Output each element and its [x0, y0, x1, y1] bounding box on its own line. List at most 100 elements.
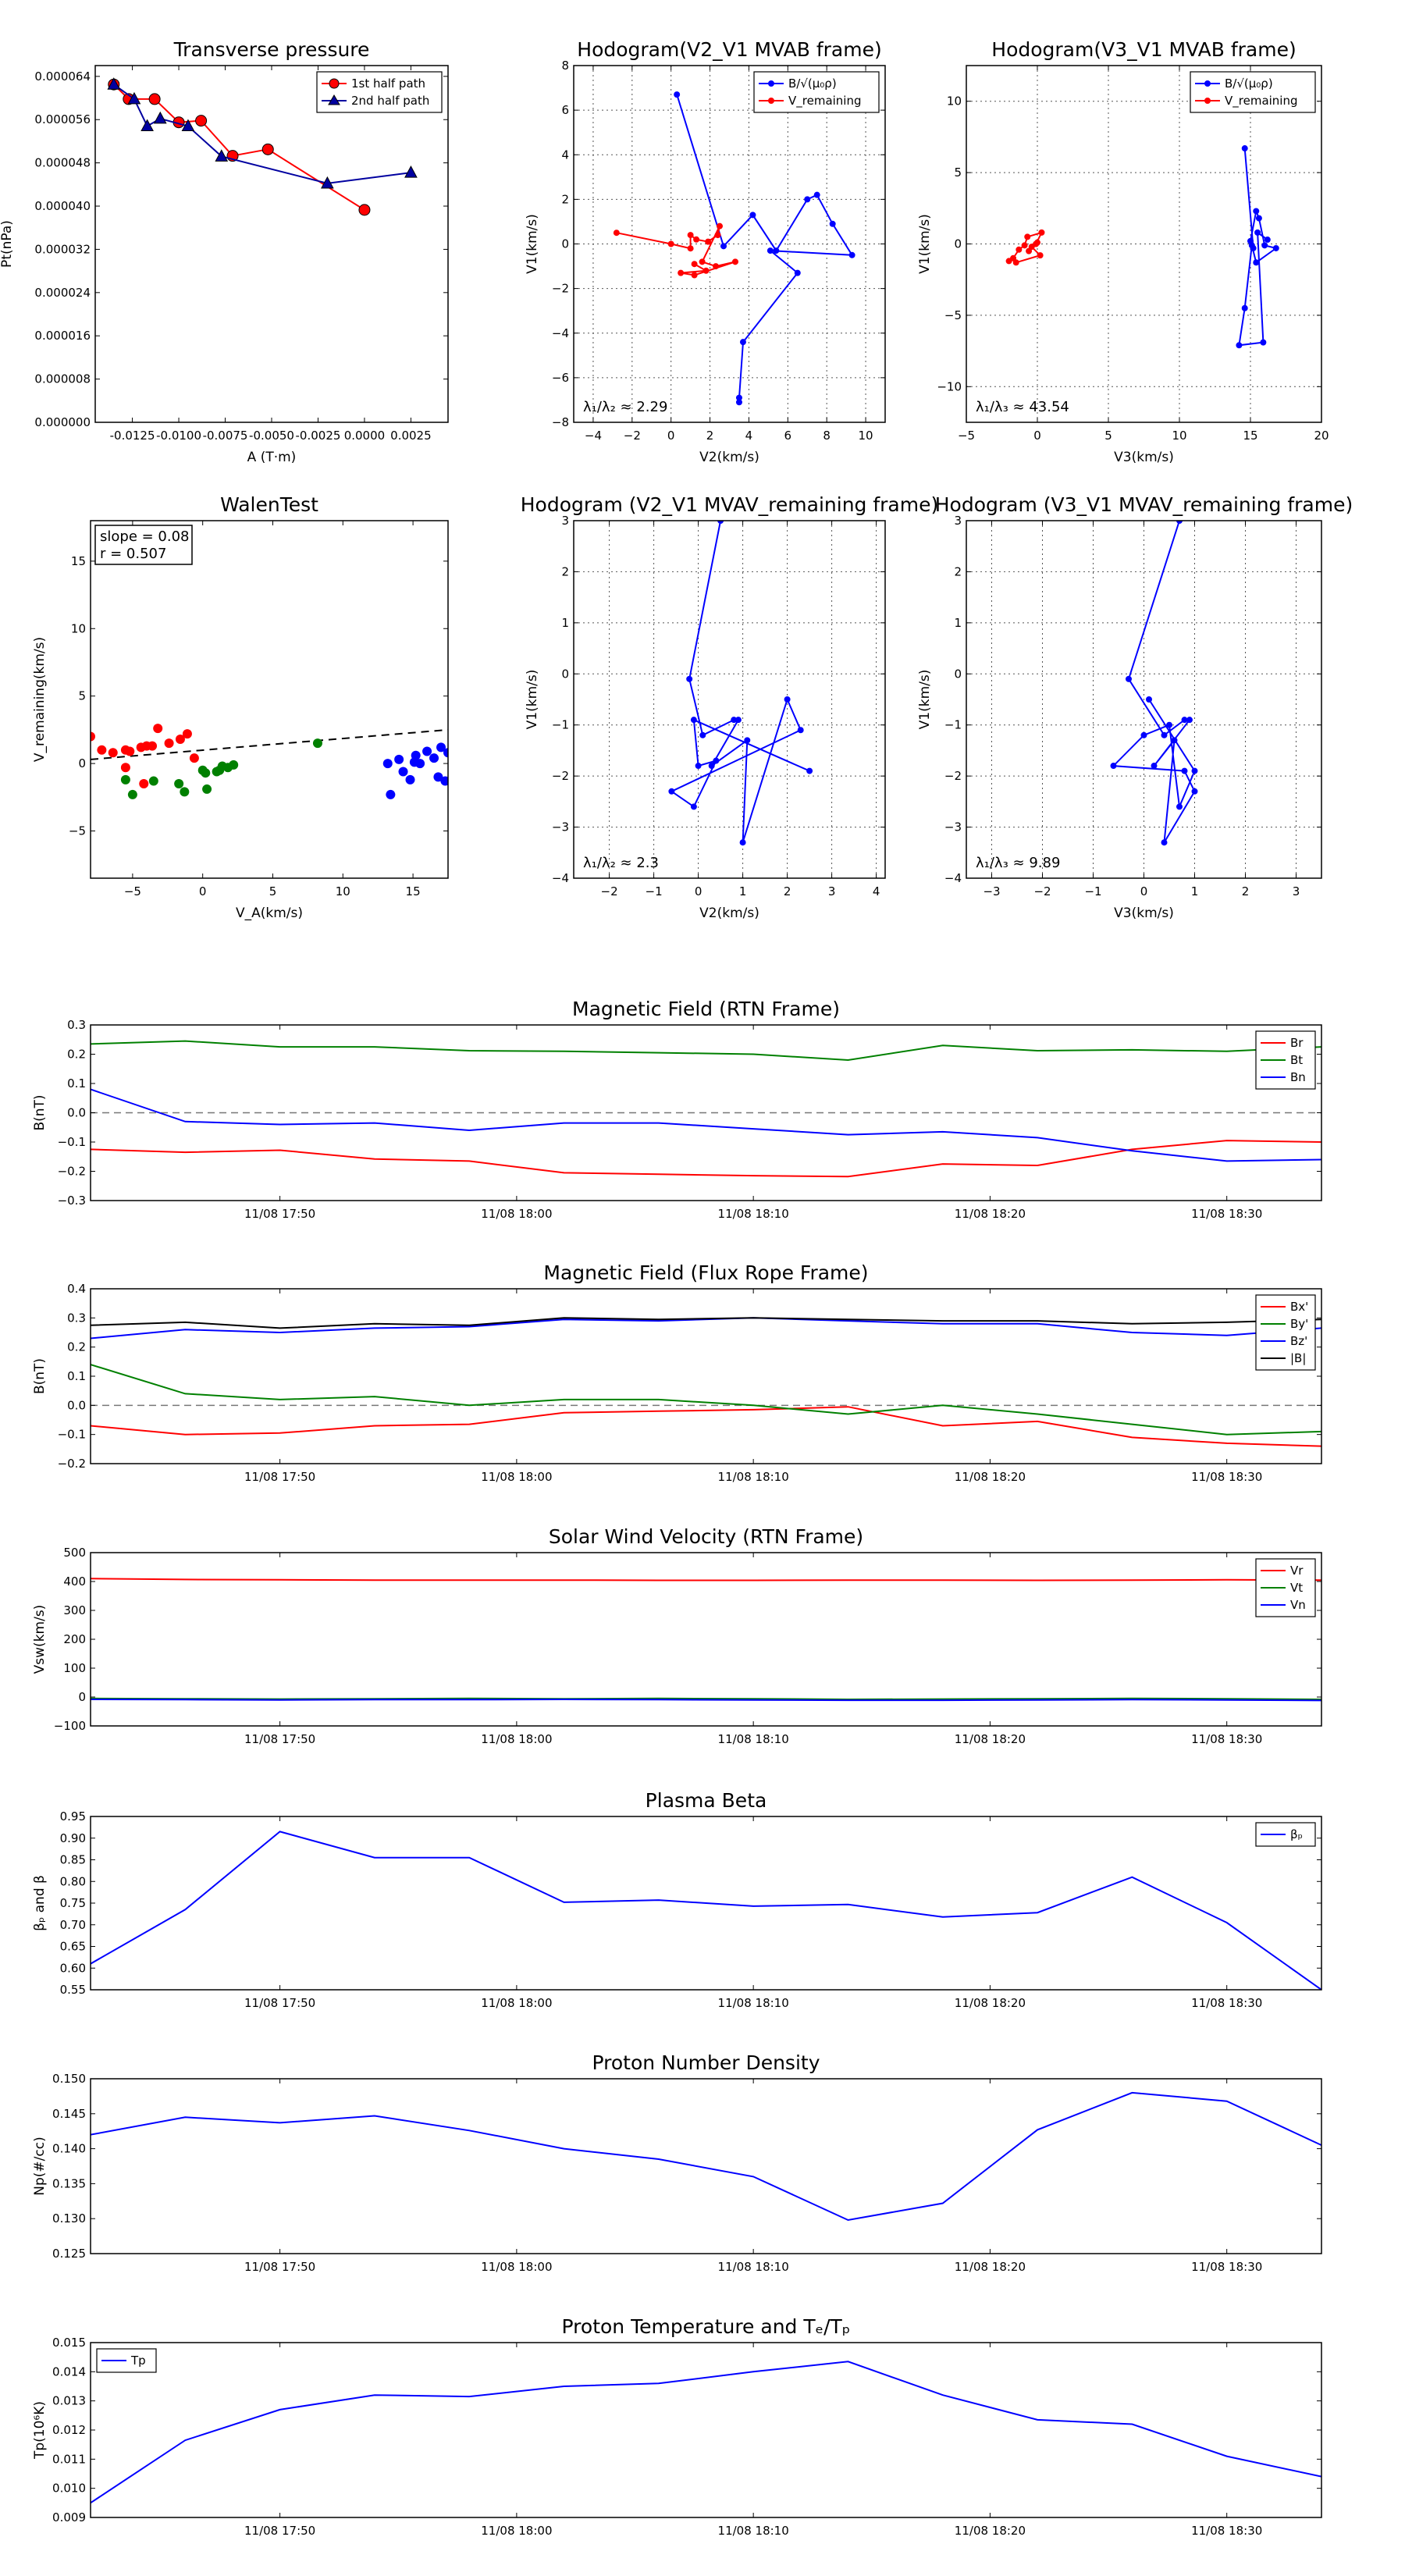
plot-frame: [966, 520, 1322, 879]
y-tick-label: 0.010: [52, 2482, 86, 2496]
series-0-point: [1176, 803, 1183, 810]
scatter-point: [440, 776, 448, 786]
series-b--point: [848, 251, 855, 258]
scatter-point: [382, 759, 393, 769]
y-axis-label: V1(km/s): [525, 670, 540, 730]
series-b--line: [1238, 148, 1279, 347]
x-tick-label: 11/08 18:00: [481, 2524, 552, 2538]
series-2nd-half-path-point: [404, 165, 418, 178]
y-tick-label: 0.60: [60, 1961, 86, 1975]
x-tick-label: 11/08 18:30: [1191, 1732, 1262, 1746]
y-axis-label: βₚ and β: [32, 1875, 48, 1931]
legend: Vr Vt Vn: [1255, 1558, 1316, 1617]
y-tick-label: 0.75: [60, 1896, 86, 1910]
legend-label: B/√(μ₀ρ): [1225, 76, 1273, 91]
series-0-point: [1146, 696, 1152, 703]
y-tick-label: −0.1: [58, 1428, 86, 1442]
x-tick-label: 20: [1314, 429, 1329, 443]
series-b--point: [767, 247, 774, 254]
x-tick-label: 11/08 18:20: [955, 1996, 1026, 2010]
series-v-remaining-point: [1016, 246, 1023, 253]
x-tick-label: 11/08 17:50: [244, 1996, 315, 2010]
y-tick-label: −4: [944, 871, 962, 885]
series-v-remaining-point: [717, 222, 724, 229]
x-tick-label: 11/08 18:10: [718, 1732, 789, 1746]
series-b--point: [1254, 229, 1261, 236]
y-tick-label: −0.3: [58, 1194, 86, 1208]
series-b--point: [739, 339, 746, 346]
series-v-remaining-point: [691, 272, 698, 279]
series-0-point: [713, 757, 720, 764]
y-tick-label: 10: [71, 621, 86, 635]
plot-frame: [94, 65, 449, 423]
x-tick-label: 11/08 18:00: [481, 1470, 552, 1484]
legend-marker: [1204, 98, 1211, 104]
fit-line: [91, 728, 448, 760]
y-tick-label: −3: [944, 820, 962, 834]
x-tick-label: 11/08 17:50: [244, 1470, 315, 1484]
x-tick-label: 0: [1140, 884, 1148, 898]
series-vn-line: [91, 1698, 1321, 1702]
series-0-line: [91, 2091, 1321, 2222]
y-tick-label: 0.0: [67, 1398, 86, 1412]
x-tick-label: 11/08 18:00: [481, 1207, 552, 1221]
y-tick-label: −8: [552, 415, 569, 429]
series-v-remaining-point: [1024, 233, 1031, 240]
legend-label: Bn: [1290, 1070, 1306, 1084]
series-v-remaining-point: [1021, 242, 1028, 249]
series-1st-half-path-point: [358, 204, 371, 216]
series-v-remaining-point: [1005, 258, 1012, 265]
series-v-remaining-point: [693, 236, 700, 243]
x-axis-label: V3(km/s): [1114, 906, 1174, 921]
scatter-point: [415, 759, 425, 769]
x-tick-label: 11/08 18:00: [481, 1996, 552, 2010]
y-tick-label: 500: [63, 1546, 86, 1560]
series-bx--line: [91, 1406, 1321, 1447]
panel-bfield_fr: 11/08 17:50 11/08 18:00 11/08 18:10 11/08 1…: [32, 1261, 1322, 1484]
series-0-point: [1126, 675, 1132, 682]
plot-frame: [90, 520, 449, 879]
y-tick-label: 0.4: [67, 1282, 86, 1296]
x-axis-label: V2(km/s): [699, 906, 759, 921]
x-tick-label: 15: [406, 884, 421, 898]
x-tick-label: 11/08 18:20: [955, 2260, 1026, 2274]
legend-label: 2nd half path: [351, 94, 429, 108]
x-tick-label: 11/08 18:30: [1191, 1996, 1262, 2010]
series-b--point: [1236, 342, 1243, 349]
legend-label: |B|: [1290, 1351, 1306, 1365]
series-by--line: [91, 1364, 1321, 1436]
x-tick-label: 11/08 18:30: [1191, 1470, 1262, 1484]
chart-title: WalenTest: [220, 493, 318, 516]
legend-marker: [329, 78, 340, 89]
x-tick-label: 10: [1172, 429, 1186, 443]
series-0-point: [1176, 521, 1183, 524]
x-tick-label: 11/08 18:20: [955, 1207, 1026, 1221]
x-tick-label: 10: [336, 884, 350, 898]
series-b--point: [1241, 304, 1248, 311]
legend-label: Bx': [1290, 1300, 1308, 1314]
y-tick-label: 0.2: [67, 1048, 86, 1062]
series-v-remaining-point: [1034, 239, 1040, 246]
series-0-point: [797, 727, 804, 734]
legend-box: [753, 71, 880, 113]
x-tick-label: 5: [269, 884, 277, 898]
y-tick-label: 0.000008: [34, 372, 91, 386]
series-2nd-half-path-point: [181, 119, 195, 132]
series-0-point: [1186, 717, 1193, 724]
y-tick-label: 0.000040: [34, 199, 91, 213]
panel-bfield_rtn: 11/08 17:50 11/08 18:00 11/08 18:10 11/08 1…: [32, 998, 1322, 1221]
series-b--point: [1248, 242, 1255, 249]
x-tick-label: -0.0100: [156, 429, 201, 443]
scatter-point: [120, 774, 130, 785]
plot-area: [1110, 521, 1198, 846]
x-tick-label: 2: [1242, 884, 1250, 898]
y-axis-label: V1(km/s): [917, 670, 933, 730]
scatter-point: [386, 789, 396, 799]
y-tick-label: 1: [954, 616, 962, 630]
series-0-point: [744, 737, 751, 744]
x-tick-label: 11/08 18:30: [1191, 2524, 1262, 2538]
chart-title: Magnetic Field (Flux Rope Frame): [543, 1261, 868, 1284]
legend-label: By': [1290, 1317, 1308, 1331]
series-v-remaining-point: [678, 269, 685, 276]
y-tick-label: 2: [561, 564, 569, 578]
